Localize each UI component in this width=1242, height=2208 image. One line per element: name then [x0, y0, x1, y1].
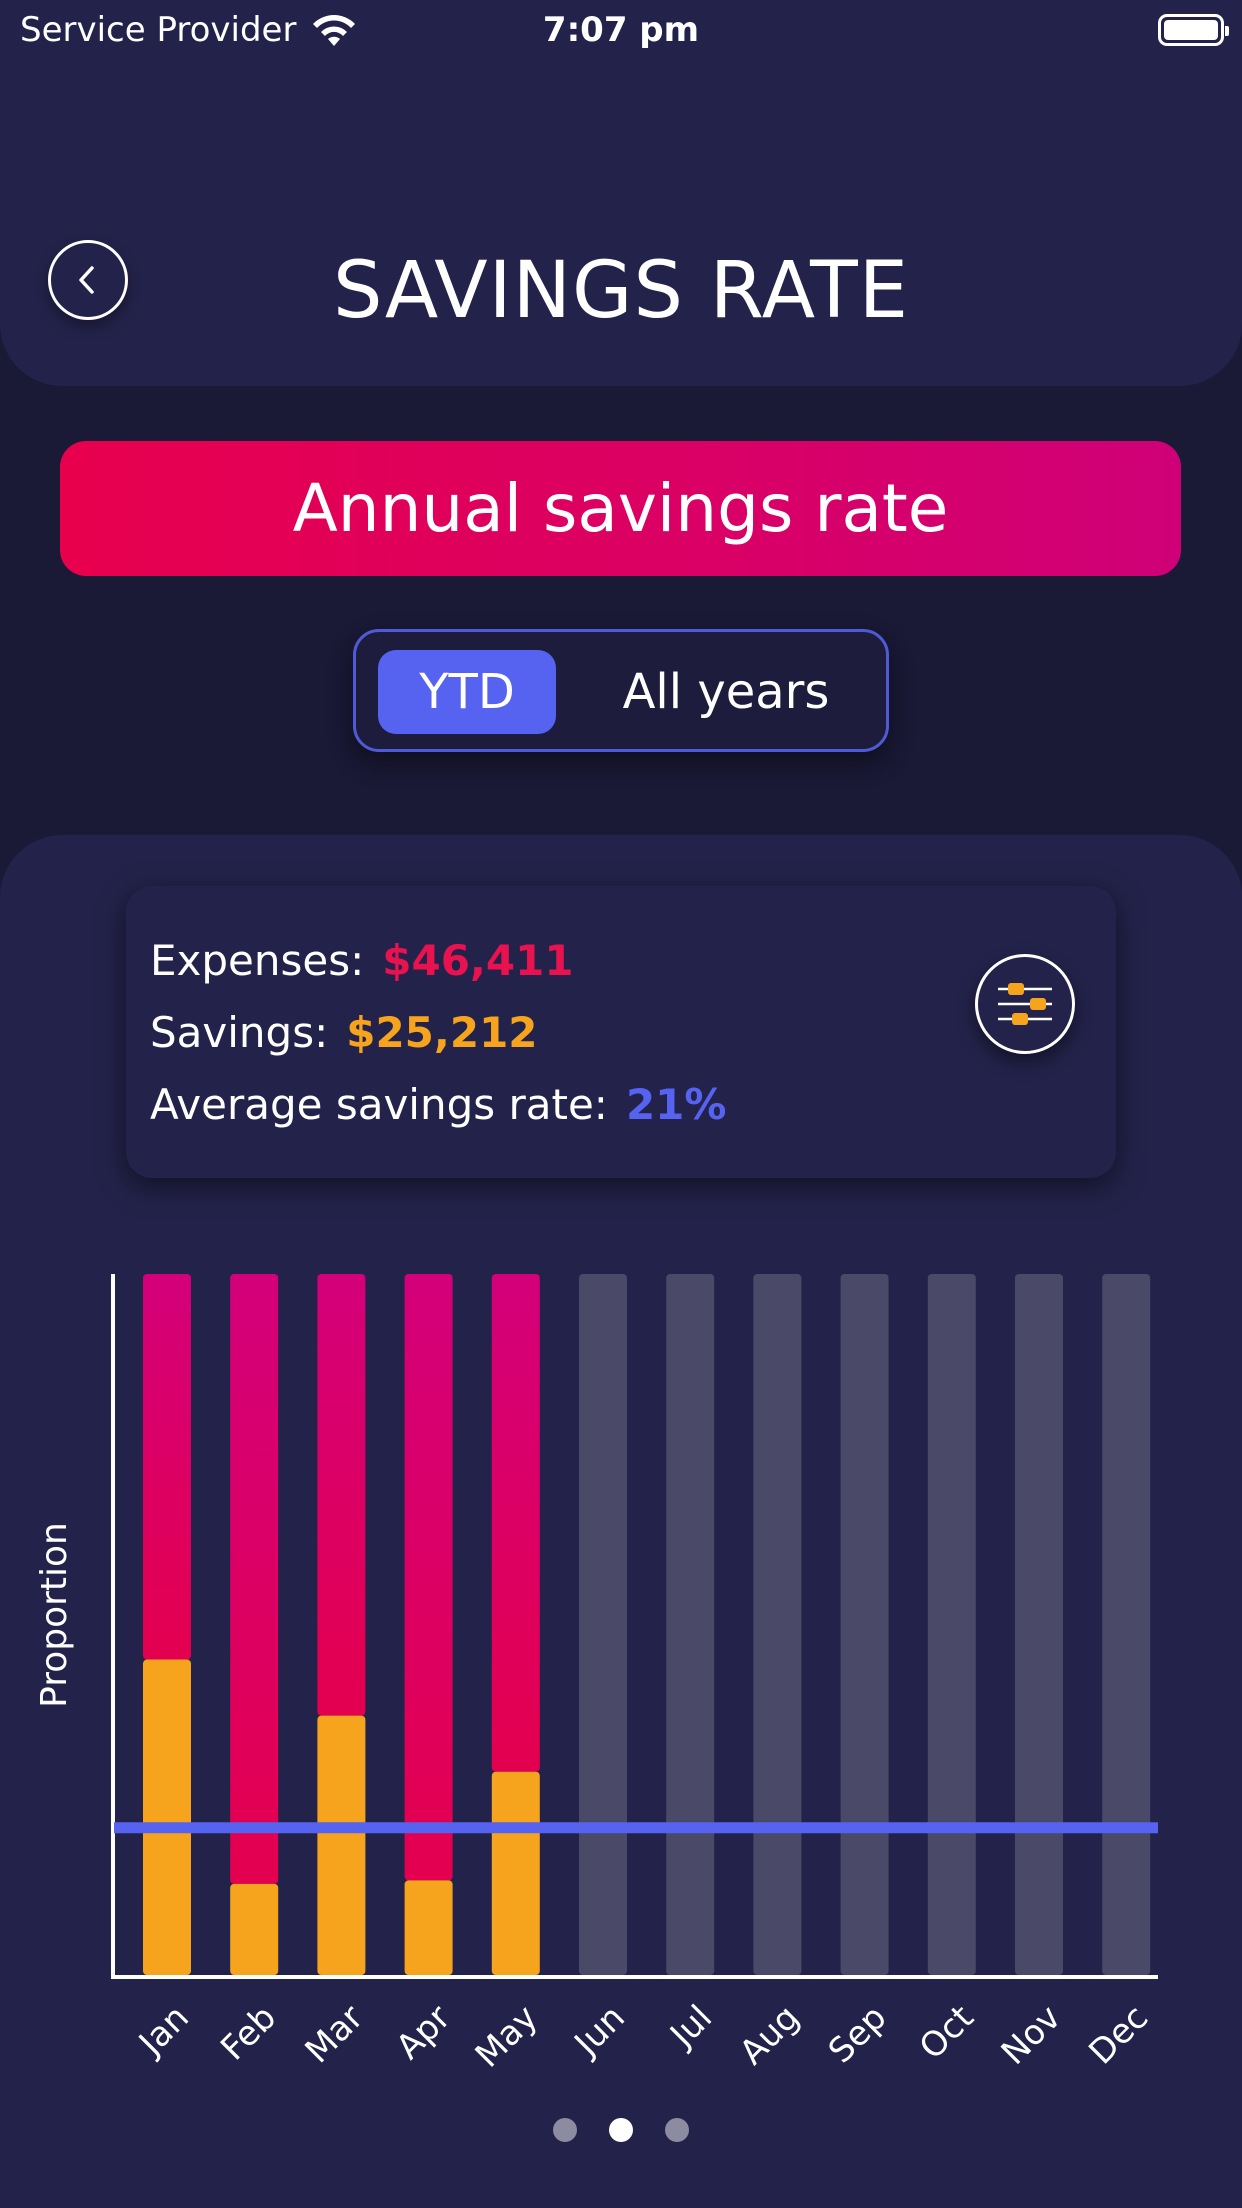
x-tick-nov: Nov — [994, 1998, 1069, 2073]
bar-empty-sep — [840, 1274, 889, 1975]
x-tick-jan: Jan — [130, 1998, 197, 2065]
bar-expenses-mar — [317, 1274, 366, 1716]
header-panel — [0, 0, 1242, 386]
summary-card: Expenses: $46,411 Savings: $25,212 Average… — [126, 886, 1116, 1178]
rate-value: 21% — [625, 1080, 727, 1129]
x-tick-feb: Feb — [213, 1998, 284, 2069]
page-dot-1[interactable] — [553, 2118, 577, 2142]
bar-savings-apr — [404, 1880, 453, 1975]
x-tick-jun: Jun — [566, 1998, 633, 2065]
back-button[interactable] — [48, 240, 128, 320]
battery-icon — [1158, 14, 1229, 46]
expenses-row: Expenses: $46,411 — [150, 936, 574, 985]
bar-empty-nov — [1015, 1274, 1063, 1975]
savings-label: Savings: — [150, 1008, 329, 1057]
bar-savings-feb — [230, 1883, 279, 1975]
bar-savings-may — [491, 1771, 540, 1975]
carrier-name: Service Provider — [20, 10, 297, 50]
x-tick-jul: Jul — [661, 1998, 720, 2057]
period-segmented-control: YTD All years — [353, 629, 889, 752]
bar-empty-oct — [927, 1274, 976, 1975]
bar-empty-aug — [753, 1274, 802, 1975]
section-banner: Annual savings rate — [60, 441, 1181, 576]
bar-empty-jul — [666, 1274, 715, 1975]
x-tick-oct: Oct — [912, 1998, 982, 2068]
bar-empty-jun — [579, 1274, 627, 1975]
bar-expenses-apr — [404, 1274, 453, 1881]
rate-label: Average savings rate: — [150, 1080, 608, 1129]
bar-empty-dec — [1102, 1274, 1151, 1975]
segment-ytd[interactable]: YTD — [378, 650, 556, 734]
bar-savings-jan — [143, 1659, 191, 1975]
page-indicator — [0, 2118, 1242, 2148]
sliders-icon — [998, 983, 1052, 1025]
savings-row: Savings: $25,212 — [150, 1008, 538, 1057]
y-axis-label: Proportion — [34, 1522, 75, 1708]
x-tick-dec: Dec — [1081, 1998, 1156, 2073]
expenses-value: $46,411 — [382, 936, 574, 985]
x-tick-aug: Aug — [732, 1998, 807, 2073]
x-tick-may: May — [468, 1998, 546, 2076]
x-tick-labels: Jan Feb Mar Apr May Jun Jul Aug Sep Oct Nov Dec — [130, 1998, 1156, 2076]
segment-all-years[interactable]: All years — [622, 664, 830, 720]
page-dot-3[interactable] — [665, 2118, 689, 2142]
bar-savings-mar — [317, 1715, 366, 1975]
savings-rate-chart: Jan Feb Mar Apr May Jun Jul Aug Sep Oct Nov Dec — [111, 1274, 1158, 2076]
x-tick-sep: Sep — [821, 1998, 895, 2072]
page-dot-2[interactable] — [609, 2118, 633, 2142]
rate-row: Average savings rate: 21% — [150, 1080, 726, 1129]
status-time: 7:07 pm — [542, 10, 700, 50]
bar-expenses-feb — [230, 1274, 279, 1884]
wifi-icon — [313, 15, 356, 46]
bars-layer — [143, 1274, 1151, 1975]
x-tick-mar: Mar — [298, 1998, 372, 2072]
page-title: SAVINGS RATE — [332, 246, 910, 336]
carrier-group: Service Provider — [20, 10, 358, 50]
bar-expenses-jan — [143, 1274, 191, 1660]
chevron-left-icon — [79, 266, 94, 294]
filter-button[interactable] — [975, 954, 1075, 1054]
bar-expenses-may — [491, 1274, 540, 1772]
status-bar: Service Provider 7:07 pm — [0, 0, 1242, 64]
expenses-label: Expenses: — [150, 936, 365, 985]
x-tick-apr: Apr — [389, 1998, 459, 2068]
savings-value: $25,212 — [346, 1008, 538, 1057]
